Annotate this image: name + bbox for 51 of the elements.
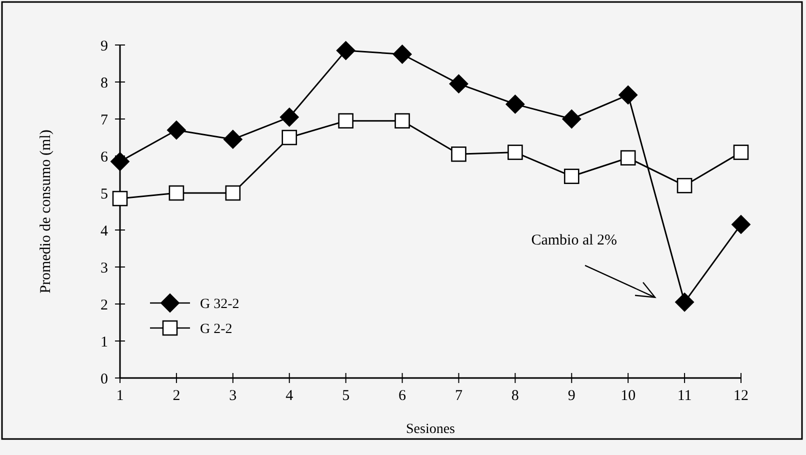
point bbox=[394, 113, 410, 128]
point bbox=[675, 292, 694, 312]
y-tick-label: 5 bbox=[100, 186, 108, 202]
y-tick-label: 2 bbox=[100, 297, 108, 314]
point bbox=[451, 146, 466, 162]
y-tick-label: 7 bbox=[100, 112, 108, 128]
x-tick-label: 4 bbox=[286, 388, 294, 404]
annotation: Cambio al 2% bbox=[531, 232, 618, 248]
y-tick-label: 1 bbox=[100, 334, 108, 350]
point bbox=[564, 168, 580, 184]
y-tick-label: 6 bbox=[100, 149, 108, 166]
point bbox=[225, 185, 241, 201]
y-axis-title: Promedio de consumo (ml) bbox=[38, 130, 54, 294]
point bbox=[620, 150, 636, 166]
point bbox=[166, 120, 186, 140]
x-tick-label: 2 bbox=[172, 388, 180, 404]
point bbox=[449, 74, 468, 94]
x-axis-title: Sesiones bbox=[406, 422, 455, 437]
point bbox=[280, 108, 299, 127]
point bbox=[506, 94, 525, 114]
point bbox=[282, 130, 298, 146]
y-tick-label: 4 bbox=[100, 223, 108, 240]
y-tick-label: 8 bbox=[100, 75, 108, 92]
point bbox=[618, 85, 638, 104]
x-tick-label: 10 bbox=[620, 388, 636, 404]
point bbox=[562, 110, 582, 128]
x-tick-label: 5 bbox=[342, 388, 350, 404]
legend-label: G 2-2 bbox=[200, 322, 232, 337]
x-tick-label: 12 bbox=[734, 388, 748, 404]
y-tick-label: 0 bbox=[100, 371, 108, 388]
point bbox=[168, 185, 184, 201]
point bbox=[110, 152, 130, 172]
x-tick-label: 3 bbox=[229, 388, 237, 404]
point bbox=[336, 41, 356, 60]
x-tick-label: 11 bbox=[677, 388, 692, 404]
y-tick-label: 3 bbox=[100, 260, 108, 276]
point bbox=[732, 214, 750, 234]
point bbox=[223, 130, 242, 149]
x-tick-label: 6 bbox=[398, 388, 407, 404]
point bbox=[676, 178, 692, 194]
x-tick-label: 9 bbox=[568, 388, 576, 404]
point bbox=[112, 190, 128, 206]
point bbox=[733, 144, 749, 160]
point bbox=[508, 144, 523, 160]
point bbox=[392, 44, 412, 64]
x-tick-label: 8 bbox=[511, 388, 519, 404]
point bbox=[338, 113, 354, 128]
x-tick-label: 1 bbox=[116, 388, 124, 404]
x-tick-label: 7 bbox=[454, 388, 463, 404]
y-tick-label: 9 bbox=[100, 38, 108, 54]
legend-label: G 32-2 bbox=[200, 296, 240, 312]
